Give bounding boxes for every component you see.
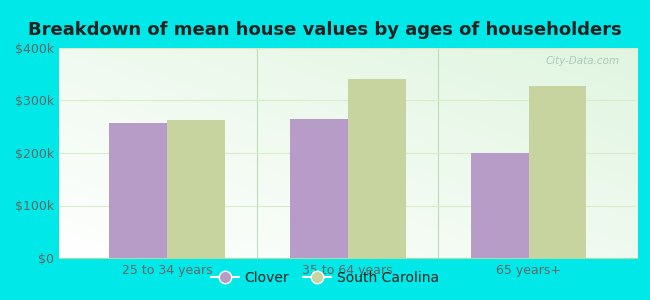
Bar bbox=[167, 120, 225, 258]
Bar bbox=[109, 122, 167, 258]
Text: Breakdown of mean house values by ages of householders: Breakdown of mean house values by ages o… bbox=[28, 21, 622, 39]
Text: City-Data.com: City-Data.com bbox=[545, 56, 619, 66]
Bar bbox=[348, 80, 406, 258]
Legend: Clover, South Carolina: Clover, South Carolina bbox=[206, 265, 444, 290]
Bar bbox=[471, 153, 528, 258]
Bar bbox=[290, 119, 348, 258]
Bar bbox=[528, 86, 586, 258]
